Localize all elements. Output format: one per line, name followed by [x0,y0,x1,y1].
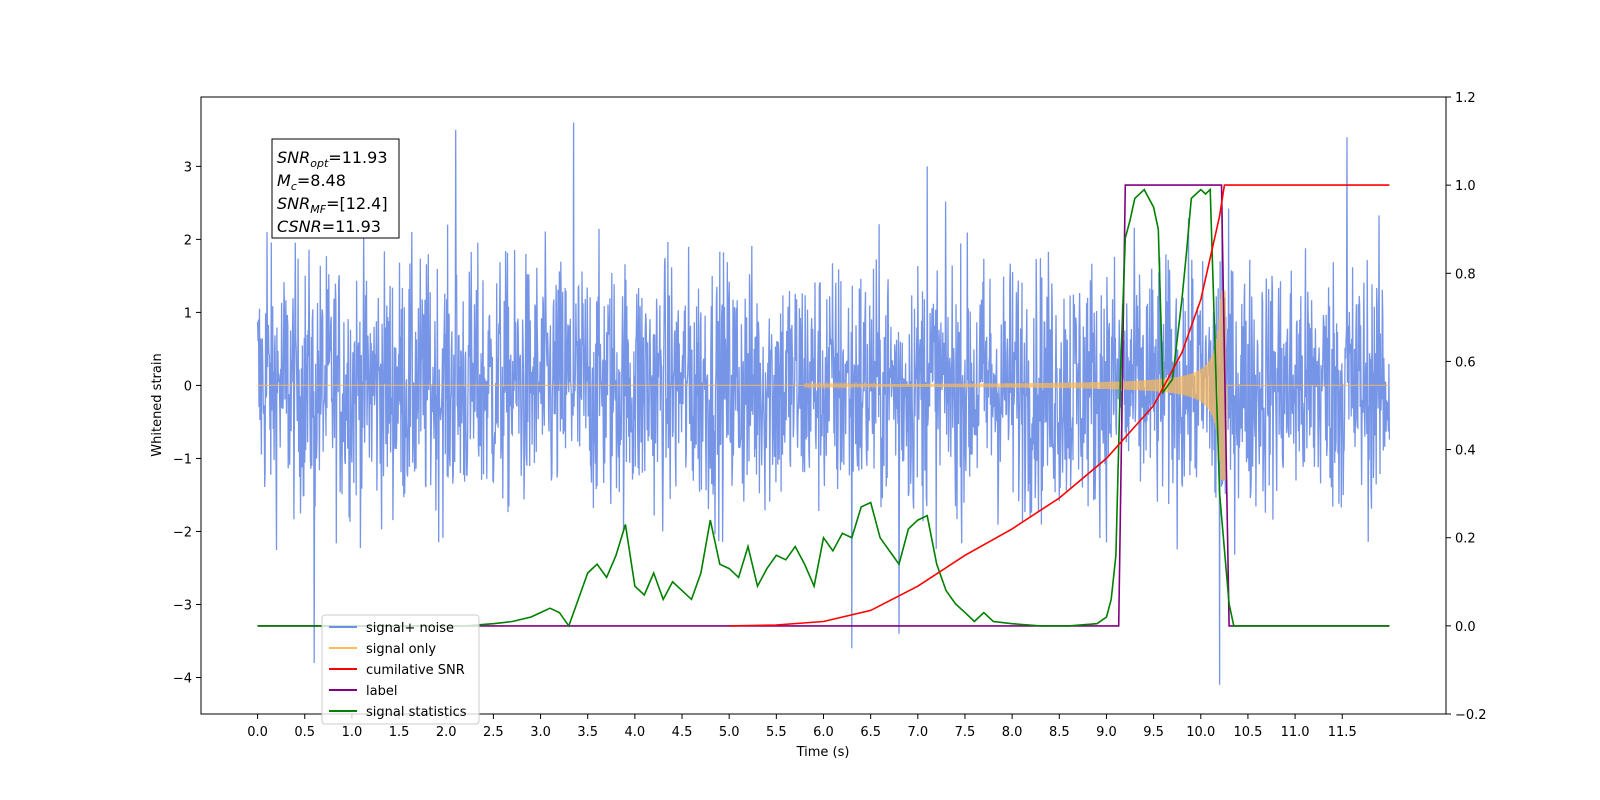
x-tick-label: 3.5 [577,725,598,740]
annotation-line: SNRMF=[12.4] [277,194,388,216]
y2-tick-label: 0.0 [1455,620,1476,635]
x-tick-label: 2.0 [436,725,457,740]
annotation-line: SNRopt=11.93 [277,148,388,170]
x-tick-label: 0.0 [247,725,268,740]
x-tick-label: 4.0 [625,725,646,740]
y2-tick-label: 1.0 [1455,179,1476,194]
x-tick-label: 9.5 [1143,725,1164,740]
legend-label: signal+ noise [366,621,454,636]
legend-label: signal only [366,642,436,657]
x-tick-label: 7.5 [955,725,976,740]
x-axis-label: Time (s) [796,745,850,760]
y-axis-label: Whitened strain [150,353,165,456]
y-tick-label: −3 [173,598,192,613]
x-tick-label: 0.5 [294,725,315,740]
annotation-line: CSNR=11.93 [277,217,381,236]
y2-tick-label: 0.6 [1455,355,1476,370]
y-tick-label: 2 [184,233,192,248]
annotation-symbol: CSNR [277,217,322,236]
annotation-symbol: SNR [277,148,310,167]
annotation-symbol: SNR [277,194,310,213]
x-tick-label: 4.5 [672,725,693,740]
y2-tick-label: −0.2 [1455,708,1487,723]
annotation-value: =8.48 [297,171,346,190]
series-signal-statistics [257,187,1390,628]
x-tick-label: 1.5 [389,725,410,740]
axes: 0.0 0.5 1.0 1.5 2.0 2.5 3.0 3.5 4.0 4.5 5.0 5.5 6.0 6… [173,91,1487,740]
y2-tick-label: 0.2 [1455,532,1476,547]
annotation-value: =11.93 [322,217,381,236]
x-tick-label: 2.5 [483,725,504,740]
x-tick-label: 11.0 [1281,725,1310,740]
y2-tick-label: 0.4 [1455,444,1476,459]
x-tick-label: 10.5 [1233,725,1262,740]
x-tick-label: 1.0 [342,725,363,740]
legend-frame [321,614,480,725]
x-tick-label: 5.5 [766,725,787,740]
plot-area [256,122,1391,685]
annotation-frame [271,138,400,239]
x-tick-label: 8.0 [1002,725,1023,740]
legend: signal+ noise signal only cumilative SNR la… [321,614,480,725]
y-tick-label: −4 [173,671,192,686]
x-tick-label: 9.0 [1096,725,1117,740]
annotation-subscript: opt [310,157,329,170]
x-tick-label: 10.0 [1186,725,1215,740]
series-signal-only [257,290,1390,481]
y-tick-label: −2 [173,525,192,540]
series-cumilative-snr [729,184,1390,627]
y2-tick-label: 1.2 [1455,91,1476,106]
annotation-line: Mc=8.48 [277,171,346,193]
y-tick-label: −1 [173,452,192,467]
x-tick-label: 3.0 [530,725,551,740]
y-tick-label: 1 [184,306,192,321]
legend-label: cumilative SNR [366,663,465,678]
x-tick-label: 8.5 [1049,725,1070,740]
x-tick-label: 7.0 [907,725,928,740]
x-tick-label: 5.0 [719,725,740,740]
x-tick-label: 11.5 [1328,725,1357,740]
y-tick-label: 0 [184,379,192,394]
x-tick-label: 6.0 [813,725,834,740]
annotation-symbol: M [277,171,291,190]
annotation-box: SNRopt=11.93Mc=8.48SNRMF=[12.4]CSNR=11.9… [271,138,400,239]
x-tick-label: 6.5 [860,725,881,740]
y-tick-label: 3 [184,160,192,175]
legend-label: label [366,684,397,699]
y2-tick-label: 0.8 [1455,267,1476,282]
annotation-subscript: MF [310,203,326,216]
legend-label: signal statistics [366,705,467,720]
annotation-subscript: c [291,180,297,193]
annotation-value: =[12.4] [326,194,388,213]
annotation-value: =11.93 [328,148,387,167]
